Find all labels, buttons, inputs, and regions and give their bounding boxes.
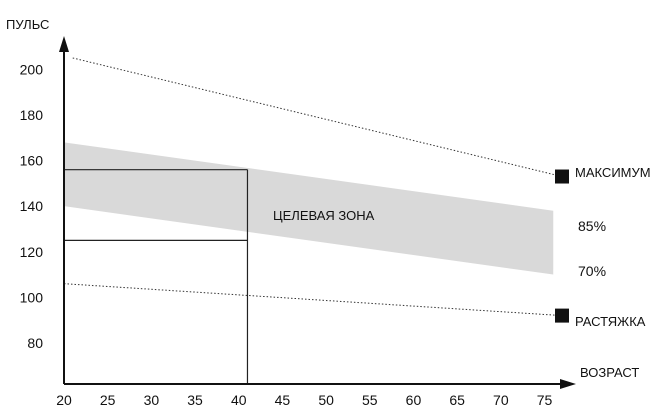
x-axis-title: ВОЗРАСТ — [580, 365, 639, 380]
x-tick-label: 45 — [275, 392, 291, 408]
y-tick-label: 100 — [20, 289, 44, 305]
max-label: МАКСИМУМ — [575, 165, 651, 180]
stretch-label: РАСТЯЖКА — [575, 314, 646, 329]
y-axis-title: ПУЛЬС — [6, 17, 49, 32]
x-tick-label: 30 — [144, 392, 160, 408]
x-axis-arrow — [560, 379, 576, 389]
y-axis-arrow — [59, 36, 69, 52]
x-tick-label: 55 — [362, 392, 378, 408]
x-tick-label: 35 — [187, 392, 203, 408]
x-tick-label: 65 — [449, 392, 465, 408]
y-tick-label: 120 — [20, 244, 44, 260]
pct-85-label: 85% — [578, 218, 606, 234]
pct-70-label: 70% — [578, 263, 606, 279]
x-tick-label: 60 — [406, 392, 422, 408]
x-tick-label: 20 — [56, 392, 72, 408]
target-zone-label: ЦЕЛЕВАЯ ЗОНА — [273, 208, 375, 223]
x-tick-label: 25 — [100, 392, 116, 408]
y-tick-label: 140 — [20, 198, 44, 214]
series-end-marker-0 — [555, 169, 569, 184]
x-tick-label: 70 — [493, 392, 509, 408]
y-tick-label: 200 — [20, 61, 44, 77]
series-line-1 — [63, 283, 563, 317]
y-tick-label: 80 — [27, 335, 43, 351]
series-end-marker-1 — [555, 308, 569, 323]
x-tick-label: 75 — [537, 392, 553, 408]
x-tick-label: 40 — [231, 392, 247, 408]
y-tick-label: 160 — [20, 153, 44, 169]
y-tick-label: 180 — [20, 107, 44, 123]
x-tick-label: 50 — [318, 392, 334, 408]
target-zone-band — [64, 142, 554, 275]
